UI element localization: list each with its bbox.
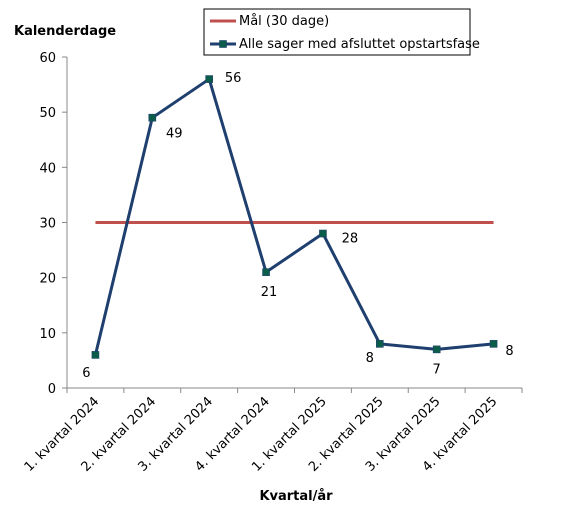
y-axis-title: Kalenderdage [14,24,116,39]
data-point [205,75,213,83]
data-point [319,229,327,238]
data-label: 49 [166,127,183,142]
y-tick-label: 50 [39,106,56,121]
data-point [489,340,498,348]
y-tick-label: 30 [39,217,56,232]
legend-label-all-cases: Alle sager med afsluttet opstartsfase [239,37,480,52]
data-label: 7 [433,362,441,377]
legend-marker-all-cases [219,40,227,48]
legend: Mål (30 dage) Alle sager med afsluttet o… [203,8,480,56]
data-point [262,268,270,276]
y-tick-label: 10 [39,327,56,342]
y-ticks: 0 10 20 30 40 50 60 [39,51,67,397]
data-label: 21 [261,285,278,300]
data-point [376,340,384,348]
data-label: 8 [366,351,374,366]
data-label: 6 [82,366,90,381]
legend-box [203,8,471,56]
data-label: 56 [225,71,242,86]
data-label: 8 [505,344,513,359]
data-point [432,345,441,354]
data-label: 28 [342,232,359,247]
y-tick-label: 20 [39,272,56,287]
series-layer: 6 49 56 21 28 8 7 8 [82,71,513,381]
y-tick-label: 40 [39,161,56,176]
y-tick-label: 60 [39,51,56,66]
legend-label-goal: Mål (30 dage) [239,14,329,29]
series-line-1 [93,77,494,356]
data-point [91,351,100,359]
y-tick-label: 0 [48,382,56,397]
x-axis-title: Kvartal/år [259,489,333,504]
data-point [148,113,157,122]
